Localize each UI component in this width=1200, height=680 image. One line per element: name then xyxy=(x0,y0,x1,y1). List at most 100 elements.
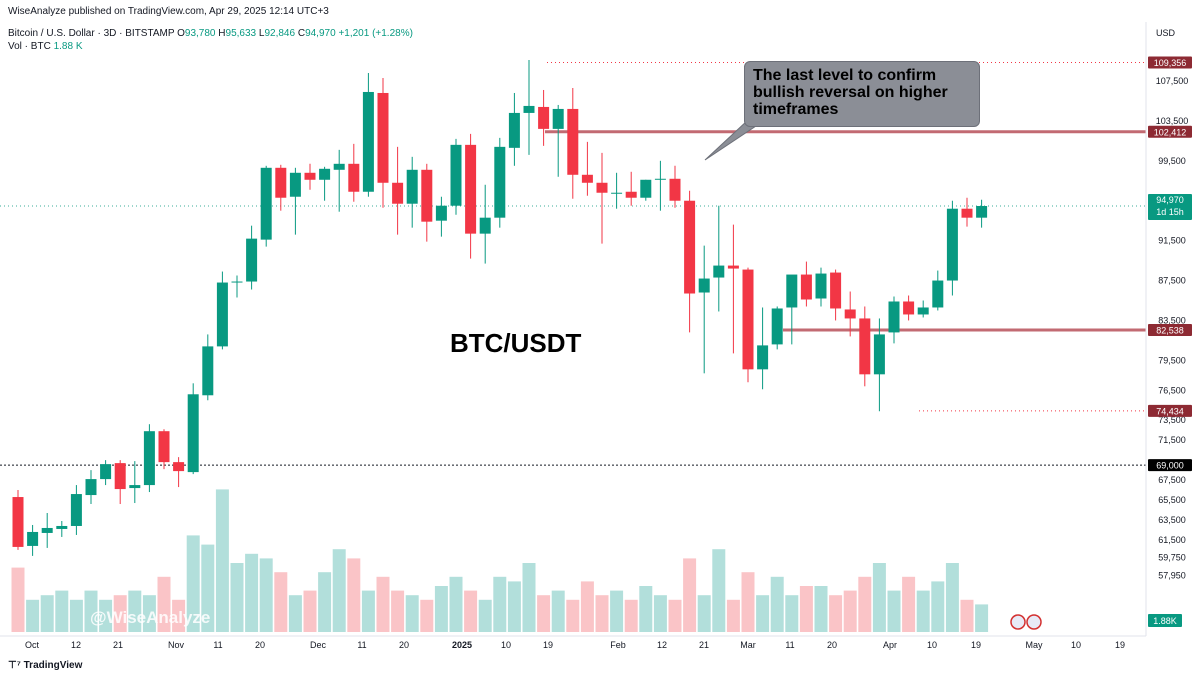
time-tick-label: 20 xyxy=(399,640,409,650)
time-axis: Oct 12 21 Nov 11 20 Dec 11 20 2025 10 19 Feb 12 21 Mar 1… xyxy=(25,640,1125,650)
open-value: 93,780 xyxy=(184,28,216,39)
volume-bar xyxy=(916,590,930,632)
volume-bar xyxy=(318,572,332,632)
volume-legend: Vol · BTC 1.88 K xyxy=(8,41,83,52)
volume-bar xyxy=(610,590,624,632)
volume-bar xyxy=(201,544,215,632)
candle-body xyxy=(56,525,68,529)
volume-bar xyxy=(230,563,244,632)
price-tick-label: 59,750 xyxy=(1158,552,1186,562)
candle-body xyxy=(100,464,112,480)
candle-body xyxy=(319,168,331,180)
volume-label[interactable]: Vol · BTC xyxy=(8,41,51,52)
candle-body xyxy=(348,163,360,192)
volume-bar xyxy=(347,558,361,632)
candle-body xyxy=(771,308,783,345)
volume-bar xyxy=(172,599,186,632)
volume-bar xyxy=(975,604,989,632)
candle-body xyxy=(917,307,929,315)
time-tick-label: 10 xyxy=(1071,640,1081,650)
symbol-name[interactable]: Bitcoin / U.S. Dollar · 3D · BITSTAMP xyxy=(8,28,175,39)
level-price-label: 74,434 xyxy=(1156,406,1184,416)
volume-bar xyxy=(872,563,886,632)
candle-body xyxy=(202,346,214,396)
candle-body xyxy=(567,108,579,175)
candle-body xyxy=(669,178,681,201)
currency-label[interactable]: USD xyxy=(1156,28,1176,38)
volume-bar xyxy=(785,595,799,632)
tradingview-logo[interactable]: ⊤⁷ TradingView xyxy=(8,660,83,671)
candle-body xyxy=(114,463,126,490)
candle-body xyxy=(85,479,97,496)
volume-bar xyxy=(522,563,536,632)
price-tick-label: 67,500 xyxy=(1158,475,1186,485)
volume-bar xyxy=(902,576,916,632)
us-flag-icon xyxy=(1026,614,1042,630)
time-tick-label: 11 xyxy=(785,640,794,650)
volume-bar xyxy=(595,595,609,632)
volume-value-label: 1.88K xyxy=(1153,616,1177,626)
time-tick-label: 19 xyxy=(1115,640,1125,650)
volume-bar xyxy=(887,590,901,632)
time-tick-label: 11 xyxy=(213,640,222,650)
candle-body xyxy=(494,146,506,218)
volume-bar xyxy=(99,599,113,632)
level-price-label: 109,356 xyxy=(1154,58,1187,68)
volume-bar xyxy=(478,599,492,632)
price-tick-label: 61,500 xyxy=(1158,535,1186,545)
volume-bar xyxy=(551,590,565,632)
candle-body xyxy=(479,217,491,234)
callout-annotation[interactable]: The last level to confirm bullish revers… xyxy=(744,61,980,127)
candle-body xyxy=(173,462,185,472)
candle-body xyxy=(333,163,345,170)
volume-bar xyxy=(303,590,317,632)
volume-bar xyxy=(668,599,682,632)
volume-bar xyxy=(580,581,594,632)
level-price-box xyxy=(1148,459,1192,472)
volume-bar xyxy=(11,567,25,632)
volume-bar xyxy=(493,576,507,632)
volume-bar xyxy=(26,599,40,632)
volume-bar xyxy=(332,549,346,632)
volume-bar xyxy=(858,576,872,632)
candle-body xyxy=(246,238,258,282)
current-price-label: 94,970 xyxy=(1156,195,1184,205)
price-tick-label: 57,950 xyxy=(1158,570,1186,580)
volume-bar xyxy=(55,590,69,632)
volume-bar xyxy=(741,572,755,632)
candle-body xyxy=(932,280,944,308)
time-tick-label: Mar xyxy=(740,640,756,650)
candle-body xyxy=(129,485,141,489)
time-tick-label: Dec xyxy=(310,640,327,650)
volume-bar xyxy=(624,599,638,632)
volume-bar xyxy=(537,595,551,632)
candle-body xyxy=(552,108,564,129)
time-tick-label: 21 xyxy=(113,640,123,650)
time-tick-label: 10 xyxy=(927,640,937,650)
volume-bar xyxy=(726,599,740,632)
close-value: 94,970 xyxy=(305,28,336,39)
volume-bars xyxy=(11,489,989,632)
volume-bar xyxy=(215,489,229,632)
change-value: +1,201 (+1.28%) xyxy=(338,28,413,39)
candle-body xyxy=(873,334,885,375)
candle-body xyxy=(216,282,228,347)
time-tick-label: 19 xyxy=(971,640,981,650)
time-tick-label: 12 xyxy=(657,640,667,650)
price-tick-label: 73,500 xyxy=(1158,415,1186,425)
time-tick-label: 12 xyxy=(71,640,81,650)
candle-body xyxy=(187,394,199,473)
volume-bar xyxy=(814,586,828,632)
candle-body xyxy=(596,182,608,193)
time-tick-label: May xyxy=(1025,640,1043,650)
level-lines xyxy=(0,61,1146,466)
candle-body xyxy=(421,169,433,222)
volume-bar xyxy=(960,599,974,632)
level-price-box xyxy=(1148,125,1192,138)
candle-body xyxy=(523,105,535,113)
level-price-box xyxy=(1148,324,1192,337)
time-tick-label: 19 xyxy=(543,640,553,650)
volume-bar xyxy=(697,595,711,632)
price-tick-label: 76,500 xyxy=(1158,385,1186,395)
volume-bar xyxy=(799,586,813,632)
